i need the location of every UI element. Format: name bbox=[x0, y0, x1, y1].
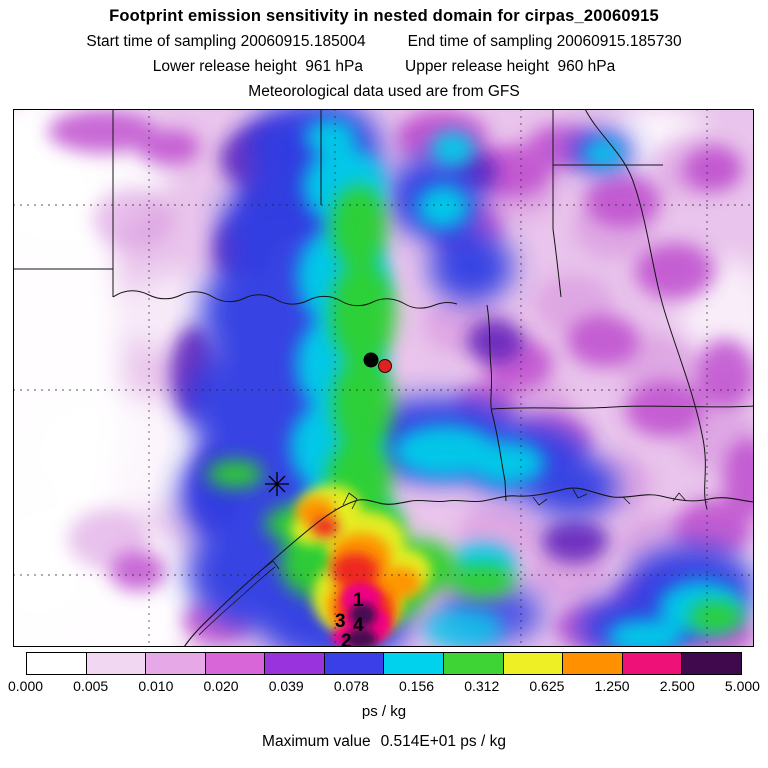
start-time-text: Start time of sampling 20060915.185004 bbox=[86, 33, 366, 50]
plot-header: Footprint emission sensitivity in nested… bbox=[0, 0, 768, 101]
sample-location-dot-red bbox=[378, 359, 392, 373]
sensitivity-field: 1 3 4 2 bbox=[13, 109, 754, 647]
colorbar-tick-label: 0.039 bbox=[268, 678, 304, 694]
colorbar-units-label: ps / kg bbox=[361, 703, 407, 720]
colorbar-tick-label: 2.500 bbox=[659, 678, 695, 694]
colorbar-segment bbox=[265, 653, 325, 674]
colorbar-tick-label: 0.005 bbox=[73, 678, 109, 694]
met-data-text: Meteorological data used are from GFS bbox=[248, 83, 520, 100]
coastline bbox=[183, 487, 754, 647]
star-marker bbox=[265, 472, 289, 496]
upper-release-text: Upper release height 960 hPa bbox=[405, 58, 616, 75]
receptor-label-1: 1 bbox=[353, 590, 364, 611]
grid-lines bbox=[13, 109, 754, 647]
colorbar-segment bbox=[86, 653, 147, 674]
plot-title: Footprint emission sensitivity in nested… bbox=[109, 7, 659, 25]
colorbar-segment bbox=[682, 653, 741, 674]
receptor-label-3: 3 bbox=[335, 611, 346, 632]
footprint-map: 1 3 4 2 bbox=[13, 109, 754, 647]
sampling-times-line: Start time of sampling 20060915.185004 E… bbox=[0, 33, 768, 51]
colorbar-segment bbox=[563, 653, 623, 674]
colorbar-segment bbox=[503, 653, 564, 674]
colorbar-tick-label: 0.010 bbox=[138, 678, 174, 694]
maximum-value-number: 0.514E+01 ps / kg bbox=[380, 733, 506, 750]
colorbar-segment bbox=[205, 653, 266, 674]
end-time-text: End time of sampling 20060915.185730 bbox=[407, 33, 682, 50]
receptor-label-2: 2 bbox=[341, 631, 352, 647]
maximum-value-line: Maximum value 0.514E+01 ps / kg bbox=[0, 733, 768, 751]
colorbar: 0.000 0.005 0.010 0.020 0.039 0.078 0.156 0.312… bbox=[0, 652, 768, 720]
colorbar-segment bbox=[146, 653, 206, 674]
colorbar-tick-label: 0.000 bbox=[8, 678, 44, 694]
colorbar-tick-label: 1.250 bbox=[594, 678, 630, 694]
receptor-label-4: 4 bbox=[353, 615, 364, 636]
state-borders bbox=[13, 109, 754, 510]
release-heights-line: Lower release height 961 hPa Upper relea… bbox=[0, 58, 768, 76]
map-frame bbox=[13, 109, 754, 647]
colorbar-tick-label: 0.625 bbox=[529, 678, 565, 694]
colorbar-segment bbox=[27, 653, 87, 674]
met-data-line: Meteorological data used are from GFS bbox=[0, 83, 768, 101]
colorbar-tick-label: 0.156 bbox=[399, 678, 435, 694]
colorbar-segment bbox=[384, 653, 445, 674]
colorbar-segment bbox=[622, 653, 683, 674]
colorbar-segment bbox=[324, 653, 385, 674]
lower-release-text: Lower release height 961 hPa bbox=[152, 58, 363, 75]
colorbar-ticks: 0.000 0.005 0.010 0.020 0.039 0.078 0.156 0.312… bbox=[8, 678, 760, 694]
colorbar-tick-label: 0.078 bbox=[333, 678, 369, 694]
sample-location-dot-black bbox=[363, 352, 379, 368]
colorbar-segments bbox=[26, 652, 742, 675]
footprint-map-canvas: 1 3 4 2 bbox=[13, 109, 754, 647]
colorbar-tick-label: 5.000 bbox=[724, 678, 760, 694]
colorbar-tick-label: 0.020 bbox=[203, 678, 239, 694]
colorbar-tick-label: 0.312 bbox=[464, 678, 500, 694]
colorbar-segment bbox=[444, 653, 504, 674]
maximum-value-label: Maximum value bbox=[262, 733, 371, 750]
